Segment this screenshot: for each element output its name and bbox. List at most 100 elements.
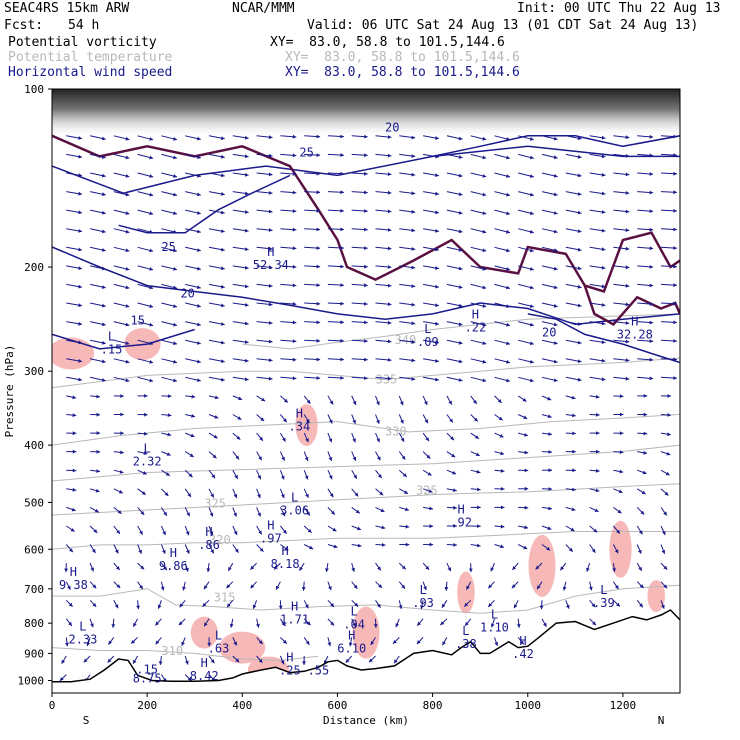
pv-shade-patch	[647, 580, 665, 613]
wind-vector-head	[125, 267, 130, 271]
wind-vector-head	[458, 322, 463, 327]
wind-vector-head	[506, 304, 510, 308]
wind-vector-head	[220, 192, 225, 196]
wind-vector-head	[178, 621, 183, 626]
wind-vector-head	[101, 303, 106, 308]
wind-vector-head	[482, 341, 487, 345]
wind-vector-head	[520, 640, 524, 645]
wind-vector-head	[233, 512, 237, 517]
wind-vector-head	[524, 505, 529, 510]
extremum-value: 9.38	[59, 578, 88, 592]
wind-vector-head	[529, 229, 534, 234]
wind-vector-head	[204, 622, 208, 627]
wind-vector-head	[357, 543, 362, 548]
wind-vector-head	[316, 301, 321, 306]
wind-vector-head	[207, 642, 212, 647]
wind-vector-head	[482, 266, 487, 271]
wind-vector-head	[186, 549, 190, 554]
wind-vector-head	[506, 155, 510, 160]
wind-vector-head	[614, 549, 619, 554]
wind-vector-head	[453, 524, 457, 528]
wind-vector-head	[625, 246, 630, 251]
x-tick-label: 800	[423, 699, 443, 712]
wind-vector-head	[155, 640, 160, 645]
wind-vector-head	[643, 412, 648, 417]
wind-vector-head	[529, 155, 534, 160]
wind-vector-head	[405, 507, 409, 512]
wind-vector-head	[591, 548, 596, 553]
y-tick-label: 300	[24, 365, 44, 378]
wind-vector-head	[475, 452, 480, 456]
wind-vector-head	[173, 341, 177, 346]
y-tick-label: 100	[24, 83, 44, 96]
wind-vector-head	[114, 604, 119, 609]
wind-vector-head	[345, 658, 350, 663]
wind-vector-head	[553, 285, 558, 290]
wind-vector-head	[474, 435, 479, 439]
wind-vector-head	[364, 376, 368, 380]
wind-vector-head	[548, 450, 552, 454]
wind-vector-head	[619, 394, 624, 399]
wind-vector-head	[572, 487, 576, 492]
wind-vector-head	[173, 359, 177, 364]
wind-vector-head	[477, 487, 481, 492]
wind-vector-head	[244, 191, 249, 196]
wind-vector-head	[577, 173, 582, 178]
wind-vector-head	[535, 565, 540, 570]
wind-vector-head	[292, 283, 297, 288]
wind-vector-head	[101, 340, 106, 345]
wind-vector-head	[173, 137, 177, 141]
extremum-letter: L	[491, 607, 498, 621]
wind-vector-head	[364, 320, 368, 325]
wind-vector-head	[458, 378, 463, 382]
wind-vector-head	[316, 134, 321, 139]
wind-vector-head	[185, 531, 190, 536]
wind-vector-head	[182, 586, 186, 591]
wind-vector-head	[173, 155, 177, 160]
wind-vector-head	[435, 154, 439, 159]
y-axis-label: Pressure (hPa)	[3, 345, 16, 438]
wind-vector-head	[78, 359, 82, 363]
wind-vector-head	[593, 528, 598, 533]
extremum-letter: H	[201, 656, 208, 670]
wind-vector-head	[213, 434, 218, 439]
wind-vector-head	[258, 658, 263, 663]
wind-vector-head	[661, 549, 666, 554]
wind-vector-head	[595, 394, 600, 399]
wind-vector-head	[577, 303, 582, 308]
wind-vector-head	[90, 567, 94, 572]
wind-vector-head	[376, 438, 380, 443]
wind-vector-head	[577, 192, 582, 196]
wind-vector-head	[258, 530, 262, 535]
wind-vector-head	[667, 394, 671, 398]
extremum-letter: L	[424, 322, 431, 336]
wind-vector-head	[577, 377, 582, 382]
wind-vector-head	[96, 431, 101, 435]
wind-vector-head	[244, 154, 249, 159]
wind-vector-head	[78, 136, 82, 140]
wind-vector-head	[511, 584, 516, 589]
wind-vector-head	[442, 641, 446, 646]
wind-vector-head	[188, 473, 193, 478]
wind-vector-head	[482, 378, 487, 383]
wind-vector-head	[340, 320, 344, 325]
wind-vector-head	[101, 359, 106, 364]
wind-vector-head	[268, 153, 273, 158]
wind-vector-head	[429, 506, 433, 511]
wind-vector-head	[316, 227, 321, 232]
wind-vector-head	[458, 359, 463, 364]
wind-vector-head	[399, 401, 404, 406]
wind-vector-head	[387, 209, 392, 214]
wind-vector-head	[125, 136, 130, 141]
wind-vector-head	[370, 641, 375, 645]
wind-vector-head	[197, 173, 201, 178]
wind-vector-head	[268, 228, 273, 232]
field-xy-theta: XY= 83.0, 58.8 to 101.5,144.6	[285, 50, 520, 65]
extremum-letter: H	[267, 245, 274, 259]
wind-vector-head	[328, 457, 333, 461]
extremum-letter: L	[419, 583, 426, 597]
wind-vector-head	[228, 566, 232, 571]
wind-vector-head	[589, 586, 593, 591]
wind-vector-head	[553, 322, 558, 327]
wind-vector-head	[220, 266, 225, 271]
